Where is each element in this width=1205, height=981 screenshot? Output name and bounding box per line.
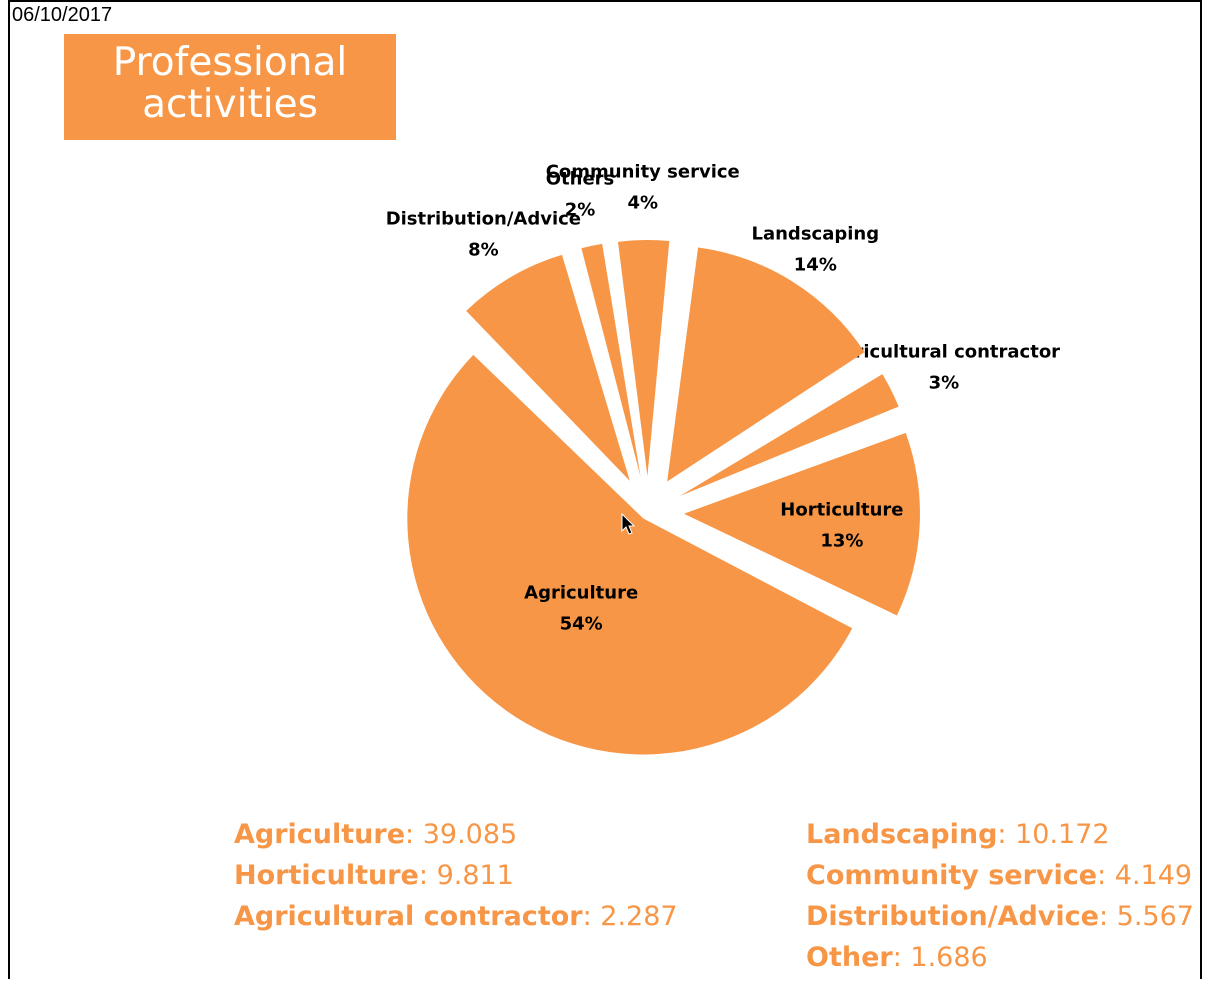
pie-slice-agricultural-contractor <box>680 374 899 496</box>
summary-row-agricultural-contractor: Agricultural contractor: 2.287 <box>234 901 678 932</box>
summary-left: Agriculture: 39.085 Horticulture: 9.811 … <box>234 814 678 937</box>
slice-label-horticulture: Horticulture <box>780 499 903 520</box>
slide-date: 06/10/2017 <box>12 4 113 26</box>
pie-slice-landscaping <box>667 247 865 482</box>
slide-title: Professional activities <box>64 34 396 140</box>
slice-percent-agricultural-contractor: 3% <box>929 373 960 394</box>
pie-slice-horticulture <box>683 432 920 616</box>
slice-percent-landscaping: 14% <box>794 255 837 276</box>
pie-slice-community-service <box>617 240 670 477</box>
slide-frame <box>8 0 1202 979</box>
pie-slice-others <box>581 243 641 477</box>
pie-slice-distribution-advice <box>466 254 630 481</box>
summary-row-agriculture: Agriculture: 39.085 <box>234 819 518 850</box>
slice-percent-community-service: 4% <box>627 192 658 213</box>
summary-row-distribution-advice: Distribution/Advice: 5.567 <box>806 901 1194 932</box>
slice-label-agricultural-contractor: Agricultural contractor <box>828 342 1061 363</box>
slice-percent-distribution-advice: 8% <box>468 239 499 260</box>
slice-percent-horticulture: 13% <box>820 530 863 551</box>
slice-label-distribution-advice: Distribution/Advice <box>386 208 581 229</box>
summary-row-horticulture: Horticulture: 9.811 <box>234 860 514 891</box>
slice-label-community-service: Community service <box>546 161 740 182</box>
slice-label-others: Others <box>546 168 615 189</box>
title-line-2: activities <box>142 82 318 127</box>
slice-percent-agriculture: 54% <box>560 614 603 635</box>
summary-row-landscaping: Landscaping: 10.172 <box>806 819 1110 850</box>
summary-row-community-service: Community service: 4.149 <box>806 860 1193 891</box>
slice-label-agriculture: Agriculture <box>524 583 638 604</box>
summary-row-other: Other: 1.686 <box>806 942 988 973</box>
slice-label-landscaping: Landscaping <box>752 224 880 245</box>
slice-percent-others: 2% <box>565 199 596 220</box>
pie-slice-agriculture <box>407 354 853 755</box>
summary-right: Landscaping: 10.172 Community service: 4… <box>806 814 1194 978</box>
mouse-cursor-icon <box>621 513 636 535</box>
title-line-1: Professional <box>112 40 348 85</box>
